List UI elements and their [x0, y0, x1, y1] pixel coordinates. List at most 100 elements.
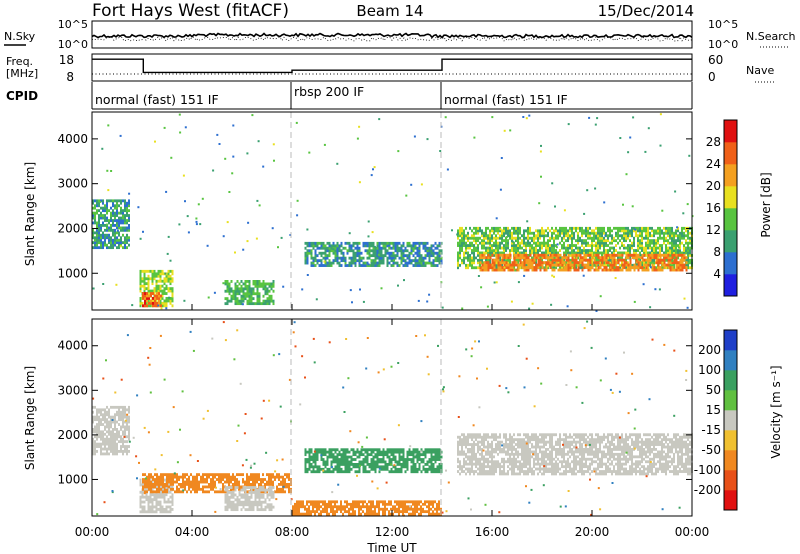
heatmap-cell-feature-5: [310, 448, 313, 452]
heatmap-cell-feature-4: [346, 510, 348, 514]
heatmap-cell-feature-5: [531, 249, 533, 252]
heatmap-cell-feature-5: [659, 246, 661, 250]
heatmap-cell-feature-0: [112, 214, 114, 217]
heatmap-cell-feature-5: [314, 470, 317, 474]
heatmap-cell-feature-4: [388, 502, 390, 506]
heatmap-cell-feature-0: [98, 415, 100, 419]
heatmap-cell-feature-3: [244, 297, 247, 301]
heatmap-cell-feature-5: [567, 246, 569, 250]
heatmap-cell-feature-0: [122, 442, 124, 446]
heatmap-cell-feature-4: [368, 264, 371, 267]
heatmap-cell-feature-5: [573, 226, 575, 230]
heatmap-cell-feature-5: [565, 251, 567, 255]
heatmap-cell-feature-4: [428, 259, 431, 263]
colorbar-swatch: [724, 164, 737, 187]
heatmap-cell-feature-5: [645, 254, 647, 257]
heatmap-cell-feature-2: [284, 485, 286, 489]
heatmap-cell-feature-6: [603, 256, 606, 260]
heatmap-cell-feature-5: [495, 244, 497, 247]
heatmap-cell-feature-5: [653, 246, 655, 250]
heatmap-scatter-point: [226, 221, 229, 224]
heatmap-cell-feature-1: [163, 478, 166, 482]
heatmap-cell-feature-6: [643, 258, 646, 262]
heatmap-cell-feature-5: [511, 234, 513, 238]
heatmap-cell-feature-2: [252, 487, 254, 491]
heatmap-cell-feature-0: [114, 231, 116, 235]
heatmap-cell-feature-2: [144, 297, 146, 300]
heatmap-cell-feature-1: [159, 508, 162, 511]
heatmap-cell-feature-4: [322, 264, 325, 267]
heatmap-cell-feature-5: [605, 263, 607, 267]
heatmap-cell-feature-3: [246, 302, 249, 306]
heatmap-cell-feature-4: [296, 507, 298, 511]
heatmap-cell-feature-0: [126, 209, 128, 213]
heatmap-cell-feature-5: [561, 244, 563, 247]
heatmap-cell-feature-0: [106, 219, 108, 222]
heatmap-cell-feature-1: [163, 510, 166, 514]
power-colorbar-label: Power [dB]: [759, 172, 773, 237]
heatmap-cell-feature-3: [262, 493, 265, 497]
heatmap-cell-feature-5: [635, 229, 637, 233]
heatmap-scatter-point: [182, 174, 185, 177]
heatmap-cell-feature-2: [236, 473, 238, 477]
heatmap-cell-feature-6: [597, 256, 600, 260]
heatmap-cell-feature-6: [573, 253, 576, 257]
heatmap-cell-feature-5: [461, 241, 463, 245]
heatmap-cell-feature-6: [553, 263, 556, 267]
noise-sky-trace: [91, 32, 693, 39]
heatmap-cell-feature-2: [256, 480, 258, 484]
heatmap-cell-feature-4: [430, 264, 433, 267]
heatmap-cell-feature-4: [318, 246, 321, 250]
heatmap-cell-feature-3: [260, 493, 263, 497]
heatmap-cell-feature-0: [96, 450, 98, 453]
heatmap-cell-feature-0: [126, 452, 128, 456]
heatmap-cell-feature-3: [264, 488, 267, 492]
heatmap-cell-feature-5: [625, 229, 627, 233]
heatmap-cell-feature-0: [124, 214, 126, 217]
heatmap-cell-feature-3: [236, 486, 239, 489]
heatmap-cell-feature-1: [145, 498, 148, 502]
heatmap-cell-feature-1: [155, 289, 158, 293]
heatmap-cell-feature-5: [529, 246, 531, 250]
heatmap-cell-feature-0: [114, 440, 116, 444]
heatmap-cell-feature-6: [507, 256, 510, 260]
heatmap-cell-feature-1: [167, 498, 170, 502]
heatmap-cell-feature-6: [599, 258, 602, 262]
heatmap-cell-feature-3: [256, 280, 259, 283]
colorbar-tick-label: 16: [706, 201, 721, 215]
heatmap-cell-feature-4: [430, 251, 433, 255]
heatmap-cell-feature-1: [161, 297, 164, 300]
heatmap-cell-feature-3: [256, 284, 259, 288]
heatmap-cell-feature-3: [248, 282, 251, 286]
heatmap-cell-feature-0: [100, 435, 102, 439]
heatmap-scatter-point: [178, 223, 181, 226]
heatmap-cell-feature-4: [384, 500, 386, 504]
heatmap-cell-feature-5: [679, 249, 681, 252]
colorbar-frame: [723, 119, 738, 297]
heatmap-cell-feature-5: [513, 226, 515, 230]
heatmap-cell-feature-4: [324, 505, 326, 509]
heatmap-cell-feature-6: [511, 266, 514, 269]
heatmap-cell-feature-5: [629, 231, 631, 235]
heatmap-cell-feature-3: [230, 280, 233, 283]
heatmap-cell-feature-3: [250, 505, 253, 509]
heatmap-cell-feature-0: [124, 226, 126, 230]
heatmap-cell-feature-5: [669, 249, 671, 252]
heatmap-cell-feature-5: [629, 239, 631, 243]
heatmap-cell-feature-2: [194, 490, 196, 494]
heatmap-cell-feature-4: [430, 246, 433, 250]
heatmap-cell-feature-5: [487, 258, 489, 262]
heatmap-cell-feature-2: [144, 473, 146, 477]
heatmap-cell-feature-0: [92, 452, 94, 456]
heatmap-cell-feature-0: [128, 209, 130, 213]
heatmap-scatter-point: [563, 209, 566, 212]
heatmap-cell-feature-6: [535, 256, 538, 260]
heatmap-cell-feature-5: [567, 231, 569, 235]
heatmap-cell-feature-5: [581, 231, 583, 235]
heatmap-cell-feature-3: [262, 282, 265, 286]
heatmap-scatter-point: [222, 282, 225, 285]
heatmap-cell-feature-1: [143, 289, 146, 293]
heatmap-cell-feature-6: [659, 256, 662, 260]
heatmap-cell-feature-4: [438, 241, 441, 245]
heatmap-cell-feature-1: [165, 299, 168, 303]
